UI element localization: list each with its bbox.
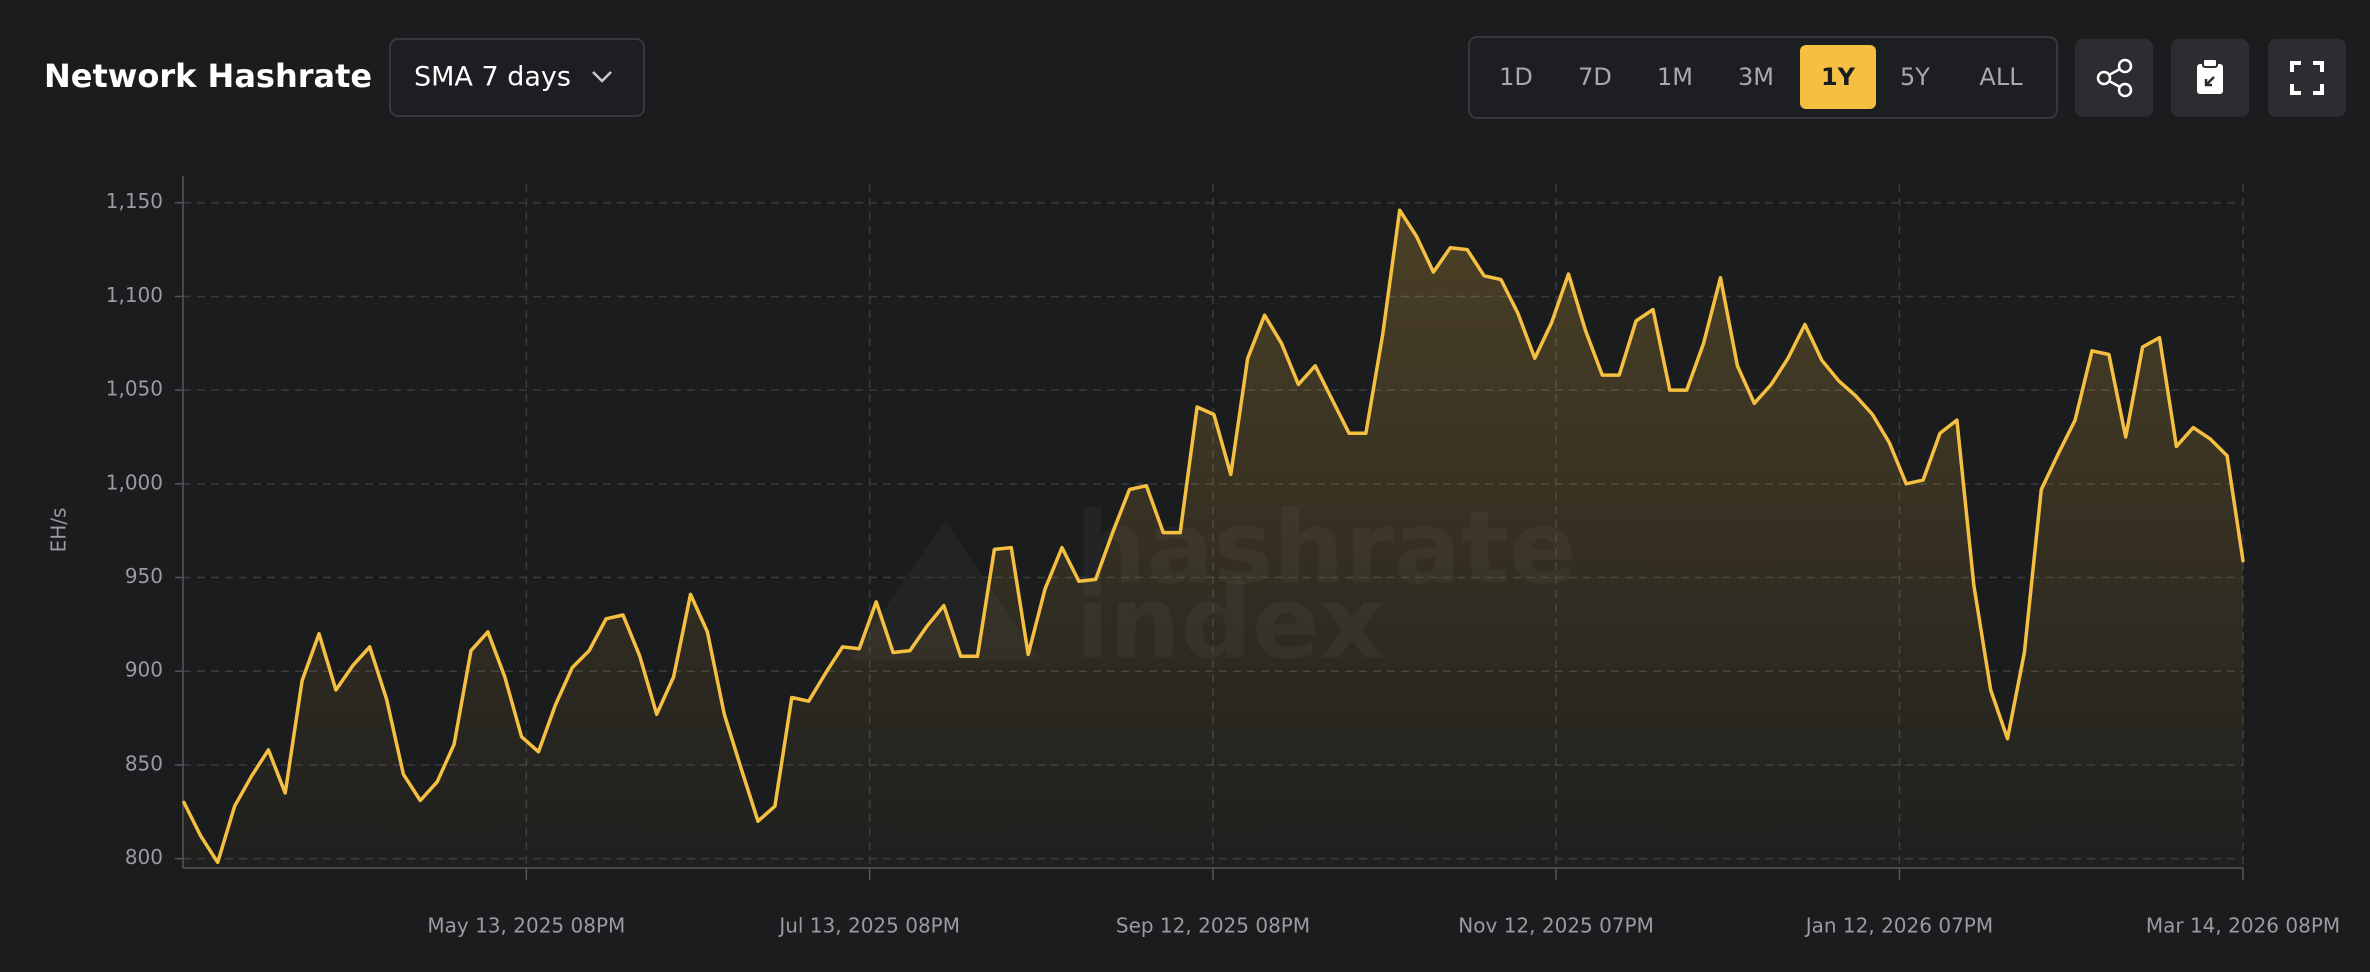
range-button[interactable]: ALL (1979, 63, 2023, 91)
y-tick-label: 1,000 (106, 470, 163, 494)
x-tick-label: Sep 12, 2025 08PM (1116, 914, 1310, 938)
dropdown[interactable]: SMA 7 days (389, 38, 645, 117)
y-axis-label: EH/s (47, 508, 71, 553)
share-icon (2108, 67, 2121, 89)
y-tick-label: 850 (125, 751, 163, 775)
x-tick-label: Nov 12, 2025 07PM (1458, 914, 1654, 938)
range-button[interactable]: 1Y (1821, 63, 1856, 91)
y-tick-label: 1,050 (106, 377, 163, 401)
y-tick-label: 950 (125, 564, 163, 588)
range-button[interactable]: 1D (1499, 63, 1533, 91)
share-button[interactable] (2075, 39, 2153, 117)
fullscreen-box[interactable] (2268, 39, 2346, 117)
range-group (1468, 36, 2058, 119)
share-icon (2117, 58, 2133, 74)
y-tick-label: 1,100 (106, 283, 163, 307)
y-tick-label: 1,150 (106, 189, 163, 213)
share-icon (2096, 70, 2112, 86)
clipboard-icon (2202, 58, 2218, 68)
dropdown-label[interactable]: SMA 7 days (414, 62, 571, 93)
fullscreen-icon (2290, 61, 2324, 95)
copy-button[interactable] (2171, 39, 2249, 117)
range-button[interactable]: 7D (1578, 63, 1612, 91)
range-button-active[interactable] (1800, 45, 1876, 109)
range-button[interactable]: 1M (1657, 63, 1693, 91)
page-title: Network Hashrate (44, 57, 372, 95)
x-tick-label: May 13, 2025 08PM (427, 914, 625, 938)
dropdown-box[interactable] (389, 38, 645, 117)
y-tick-label: 800 (125, 845, 163, 869)
y-tick-label: 900 (125, 658, 163, 682)
line (182, 208, 2245, 865)
area (183, 210, 2244, 868)
clipboard-icon (2204, 76, 2215, 87)
chevron-icon (592, 71, 612, 83)
fullscreen-button[interactable] (2268, 39, 2346, 117)
share-icon (2117, 82, 2133, 98)
range-button[interactable]: 3M (1738, 63, 1774, 91)
clipboard-icon (2197, 64, 2223, 94)
range-buttons: 1D 7D 1M 3M 1Y 5Y ALL (1499, 45, 2023, 109)
plot-area: hashrateindex8008509009501,0001,0501,100… (47, 176, 2340, 938)
range-button[interactable]: 5Y (1900, 63, 1930, 91)
x-tick-label: Jan 12, 2026 07PM (1804, 914, 1993, 938)
x-tick-label: Jul 13, 2025 08PM (777, 914, 960, 938)
share-box[interactable] (2075, 39, 2153, 117)
x-tick-label: Mar 14, 2026 08PM (2146, 914, 2340, 938)
